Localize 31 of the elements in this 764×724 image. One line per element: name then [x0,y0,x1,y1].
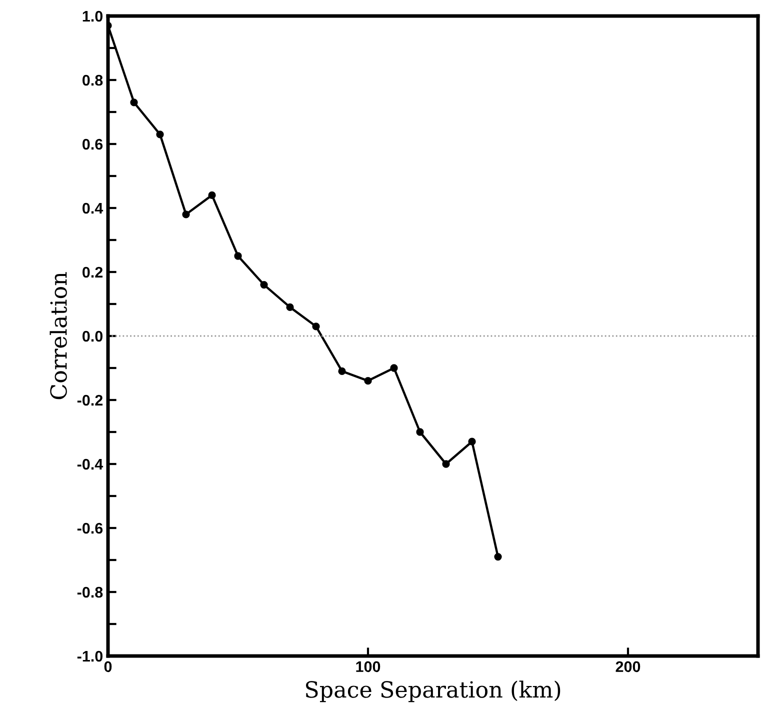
point [364,376,372,385]
x-axis-title: Space Separation (km) [306,680,560,702]
point [312,322,320,330]
y-tick-label: -0.4 [77,458,104,470]
point [130,98,138,106]
x-tick-label: 200 [616,661,640,672]
point [260,280,268,289]
y-axis-title: Correlation [50,272,67,400]
x-tick-label: 100 [356,661,380,672]
y-tick-label: 0.8 [82,74,103,86]
point [442,460,450,468]
point [416,428,424,436]
y-tick-label: 1.0 [82,10,103,22]
y-tick-label: 0.0 [82,330,103,342]
point [390,364,398,372]
y-tick-label: 0.6 [82,138,103,150]
point [338,367,346,376]
y-tick-label: -1.0 [77,650,103,662]
point [234,252,242,260]
point [286,303,294,312]
y-tick-label: -0.2 [77,394,103,406]
y-tick-label: -0.8 [77,586,103,598]
y-tick-label: 0.2 [82,266,103,278]
y-tick-label: 0.4 [82,202,104,214]
point [208,191,216,200]
point [156,130,164,138]
point [182,210,190,218]
point [468,438,476,446]
point [494,552,502,561]
y-tick-label: -0.6 [77,522,103,534]
x-tick-label: 0 [104,661,112,672]
